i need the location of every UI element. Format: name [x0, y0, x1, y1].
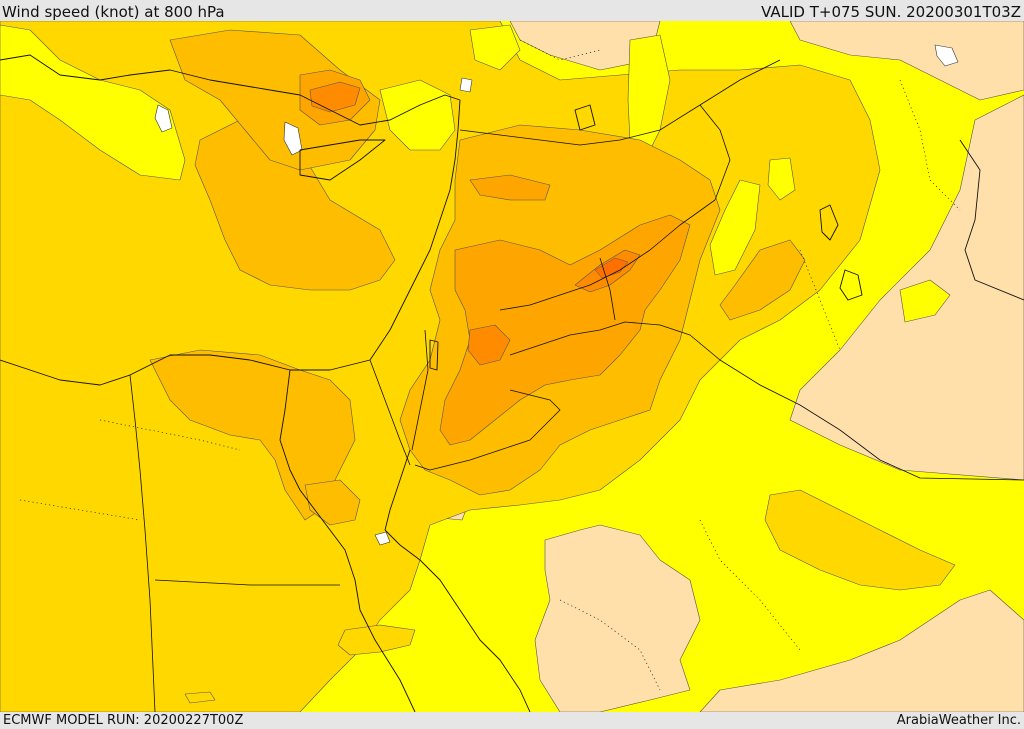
credit: ArabiaWeather Inc. [896, 713, 1021, 728]
band-2-spot-1 [184, 691, 216, 704]
hole-central-north [379, 79, 456, 151]
border-saudi-inner [414, 389, 561, 471]
valid-time: VALID T+075 SUN. 20200301T03Z [761, 3, 1021, 21]
footer-bar: ECMWF MODEL RUN: 20200227T00Z ArabiaWeat… [0, 712, 1024, 729]
missing-spot-5 [374, 531, 391, 546]
hole-top-center [627, 34, 671, 161]
band-3-iraq-arm [719, 239, 806, 321]
band-level-1-holes [0, 24, 951, 323]
coast-gulf-north [959, 139, 1024, 301]
hole-east-2 [899, 279, 951, 323]
missing-spot-1 [283, 121, 303, 156]
missing-spot-2 [154, 104, 173, 133]
boundary-egypt-1 [99, 419, 241, 451]
band-4-syria [469, 174, 551, 201]
border-syria-iraq [499, 199, 716, 311]
coast-arabia-red-sea [384, 529, 531, 712]
boundary-turkey-1 [519, 39, 601, 61]
missing-data [154, 44, 959, 546]
header-bar: Wind speed (knot) at 800 hPa VALID T+075… [0, 0, 1024, 21]
border-egypt-sudan [154, 579, 340, 586]
coast-lake-urmia [819, 204, 839, 241]
band-4-jordan [439, 214, 691, 446]
border-iraq-north [699, 104, 731, 201]
boundary-iraq-1 [799, 249, 841, 351]
coast-dead-sea [429, 339, 439, 371]
border-jordan-west [411, 329, 429, 451]
boundary-iran-1 [899, 79, 961, 211]
hole-east-3 [767, 157, 796, 201]
border-jordan-iraq [599, 257, 616, 321]
model-run: ECMWF MODEL RUN: 20200227T00Z [3, 713, 244, 728]
calm-area-south-east [699, 589, 1024, 712]
calm-area-south-arabia [534, 524, 701, 712]
coast-lake-van [839, 269, 863, 301]
boundary-egypt-2 [19, 499, 141, 521]
band-3-red-sea-strip [304, 479, 361, 526]
coast-egypt-north [0, 354, 371, 386]
band-2-south-patch [337, 624, 416, 656]
coastlines [0, 54, 1024, 712]
hole-top-north [469, 24, 521, 71]
map-title: Wind speed (knot) at 800 hPa [2, 3, 225, 21]
hole-west [0, 24, 186, 181]
band-5-core-2 [309, 81, 361, 113]
band-5-core-3 [467, 324, 511, 366]
coast-lake-tuz [574, 104, 596, 131]
band-3-turkey [169, 29, 381, 171]
wind-speed-map [0, 21, 1024, 712]
internal-boundaries [19, 39, 961, 691]
coast-turkey-south [0, 54, 461, 126]
coast-gulf-aqaba [384, 449, 411, 531]
border-turkey-syria [459, 59, 781, 146]
missing-spot-3 [459, 77, 473, 93]
hole-east-1 [709, 179, 761, 276]
coast-levant [369, 99, 461, 361]
borders [129, 59, 1024, 712]
missing-spot-4 [934, 44, 959, 67]
border-egypt-libya [129, 374, 156, 712]
coast-cyprus [299, 139, 386, 181]
band-2-east-patch [764, 489, 956, 591]
coast-sinai-gulf-suez [279, 369, 416, 712]
border-jordan-saudi [509, 321, 1024, 481]
calm-area-top-right [789, 21, 1024, 101]
border-israel-egypt [369, 359, 411, 466]
